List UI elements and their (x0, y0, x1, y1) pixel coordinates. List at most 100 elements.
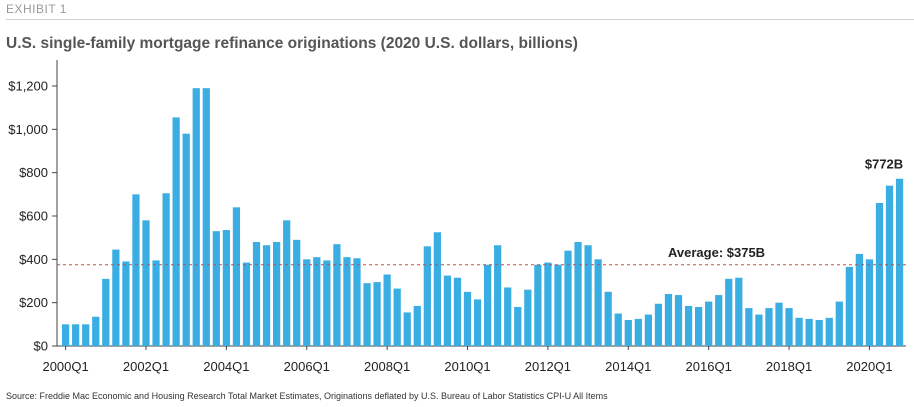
bar (242, 262, 251, 346)
bar (162, 193, 170, 346)
bar (654, 303, 663, 346)
bar (222, 230, 230, 346)
bar (835, 301, 843, 346)
bar (815, 320, 823, 346)
exhibit-label: EXHIBIT 1 (6, 2, 67, 16)
bar (745, 308, 753, 346)
y-tick-label: $200 (19, 295, 48, 310)
bar (453, 277, 462, 346)
bar (684, 305, 693, 346)
bar (644, 314, 652, 346)
bar (273, 242, 281, 346)
bar (775, 302, 783, 346)
bar (574, 242, 582, 346)
bar (202, 88, 210, 347)
header-divider (6, 19, 914, 20)
bar (895, 178, 904, 346)
bar (755, 314, 763, 346)
bar (765, 308, 773, 346)
bar (805, 318, 813, 346)
bar (82, 324, 90, 346)
bar (323, 260, 331, 346)
bar (604, 291, 612, 346)
bar (232, 207, 241, 346)
x-tick-label: 2004Q1 (203, 359, 249, 374)
bar (594, 259, 602, 346)
bar (735, 277, 743, 346)
bar (413, 305, 421, 346)
bar (403, 312, 411, 346)
bar (544, 262, 552, 346)
x-tick-label: 2002Q1 (123, 359, 169, 374)
y-tick-label: $400 (19, 252, 48, 267)
y-tick-label: $0 (34, 339, 48, 354)
bar (855, 253, 863, 346)
bar (393, 288, 401, 346)
bar (72, 324, 80, 346)
x-tick-label: 2000Q1 (42, 359, 88, 374)
source-note: Source: Freddie Mac Economic and Housing… (6, 391, 608, 401)
bar (373, 282, 381, 346)
bar (564, 250, 572, 346)
bar (363, 283, 371, 346)
bar (524, 289, 532, 346)
bar (634, 318, 642, 346)
bar (484, 264, 492, 346)
bar (102, 278, 110, 346)
bar (614, 313, 622, 346)
bar (132, 194, 140, 346)
bar (715, 295, 723, 346)
bar (494, 245, 502, 346)
y-tick-label: $1,200 (8, 79, 48, 94)
bar (152, 260, 160, 346)
bar (473, 299, 482, 346)
bar (172, 117, 180, 346)
x-tick-label: 2016Q1 (686, 359, 732, 374)
bar (353, 258, 361, 346)
data-label: $772B (865, 157, 903, 172)
y-tick-label: $600 (19, 209, 48, 224)
bar (795, 317, 803, 346)
bar (303, 259, 311, 346)
x-tick-label: 2012Q1 (525, 359, 571, 374)
bar (584, 245, 592, 346)
bar (293, 239, 301, 346)
bar (504, 287, 512, 346)
bar (875, 203, 884, 346)
bar (865, 259, 874, 346)
x-tick-label: 2008Q1 (364, 359, 410, 374)
bar (92, 316, 100, 346)
bar (705, 301, 713, 346)
x-tick-label: 2018Q1 (766, 359, 812, 374)
x-tick-label: 2020Q1 (846, 359, 892, 374)
x-tick-label: 2006Q1 (284, 359, 330, 374)
bar (182, 133, 190, 346)
bar (674, 295, 683, 346)
bar (624, 320, 632, 346)
bar (383, 274, 391, 346)
bar (664, 294, 673, 346)
bar (252, 242, 261, 346)
bar (695, 307, 703, 346)
bar (262, 245, 271, 346)
y-tick-label: $1,000 (8, 122, 48, 137)
bar (845, 266, 853, 346)
bar (62, 324, 70, 346)
bar (785, 308, 793, 346)
bar (212, 231, 220, 346)
x-tick-label: 2010Q1 (444, 359, 490, 374)
bar (122, 261, 130, 346)
bar (112, 249, 120, 346)
bar (554, 264, 562, 346)
bar (885, 185, 894, 346)
bar (423, 246, 431, 346)
chart-title: U.S. single-family mortgage refinance or… (6, 35, 578, 52)
bar (443, 275, 452, 346)
x-tick-label: 2014Q1 (605, 359, 651, 374)
y-tick-label: $800 (19, 165, 48, 180)
bar (313, 257, 321, 346)
bar (463, 291, 472, 346)
bar (725, 278, 733, 346)
bar (433, 232, 441, 346)
